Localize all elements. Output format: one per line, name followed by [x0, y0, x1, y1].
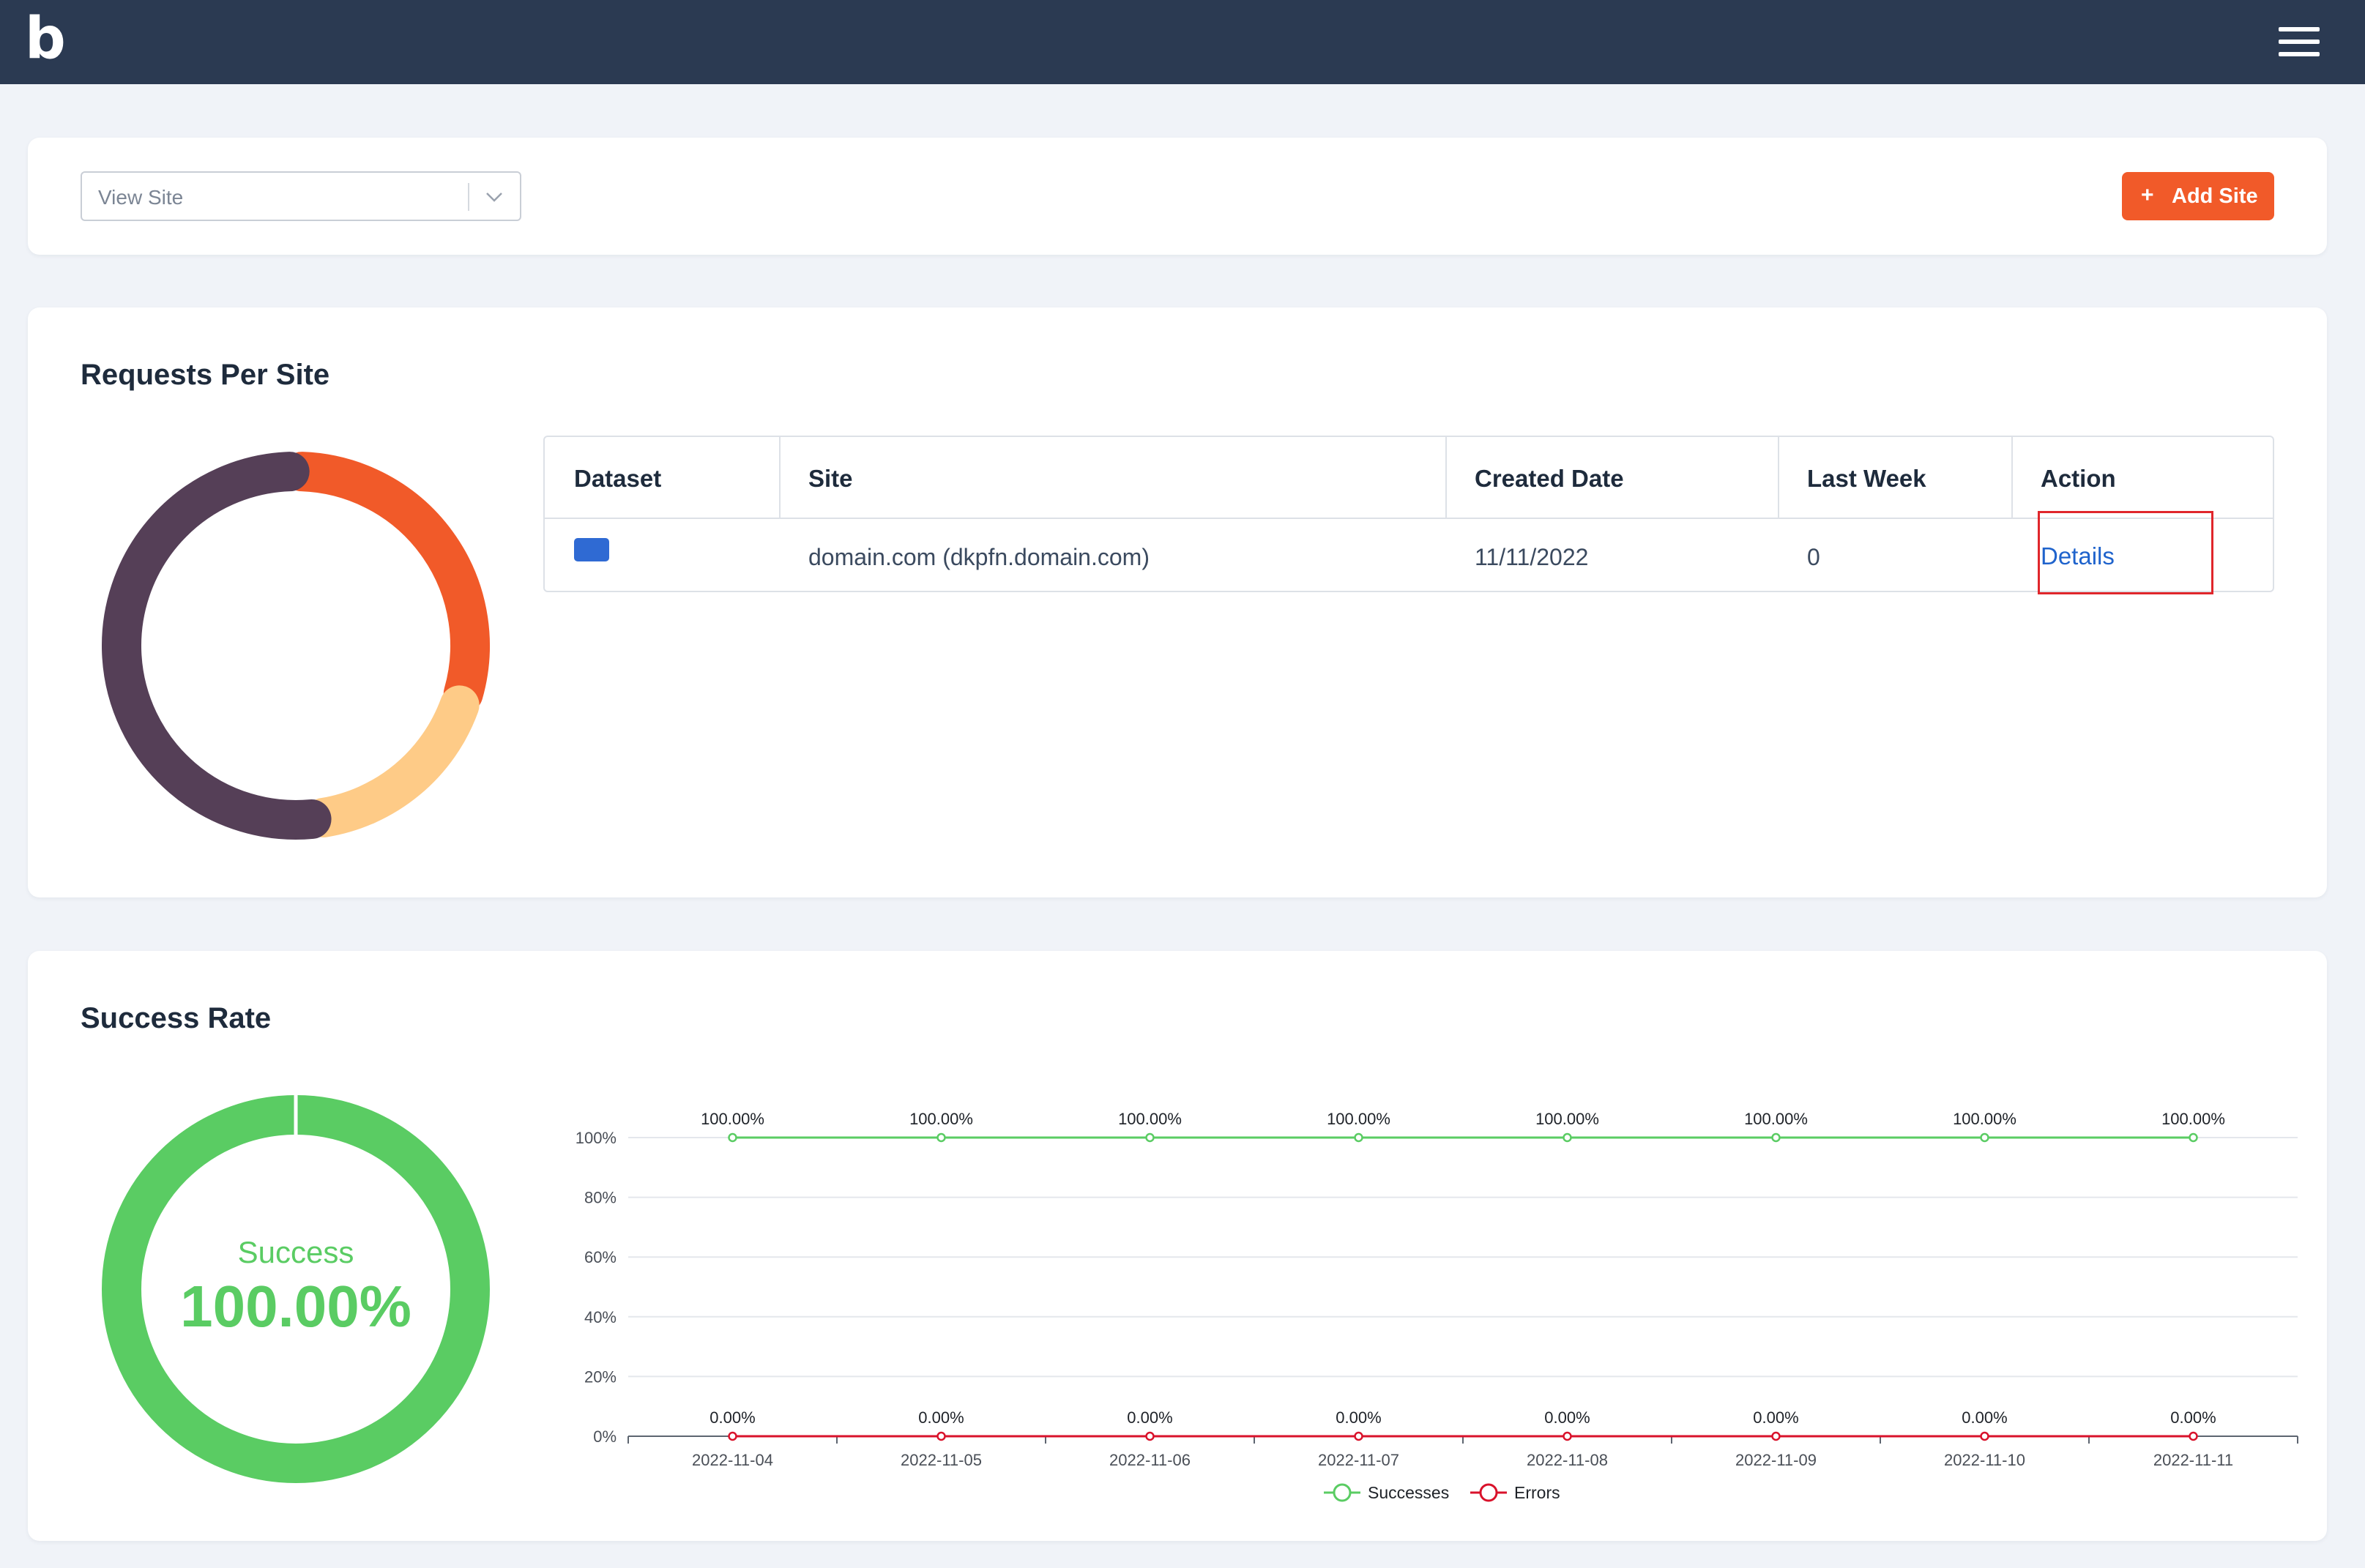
add-site-label: Add Site: [2172, 184, 2258, 208]
cell-last-week: 0: [1807, 544, 1820, 570]
requests-per-site-card: Requests Per Site Dataset Site Created D…: [28, 307, 2327, 897]
column-header-site: Site: [808, 465, 853, 492]
success-gauge-chart: [102, 1093, 490, 1483]
y-tick-label: 100%: [576, 1129, 617, 1147]
data-point[interactable]: [2189, 1132, 2198, 1143]
plus-icon: +: [2141, 183, 2154, 207]
donut-slice[interactable]: [304, 685, 480, 837]
details-link[interactable]: Details: [2041, 542, 2115, 570]
table-header: Dataset Site Created Date Last Week Acti…: [545, 437, 2273, 519]
data-label: 100.00%: [1535, 1110, 1599, 1128]
data-point[interactable]: [936, 1132, 946, 1143]
top-navbar: b: [0, 0, 2365, 84]
data-label: 100.00%: [1744, 1110, 1808, 1128]
site-toolbar-card: View Site + Add Site: [28, 138, 2327, 255]
success-error-line-chart: 0% 20% 40% 60% 80% 100% 2022-11-04 2022-11-05 20…: [576, 1110, 2298, 1502]
data-point[interactable]: [1563, 1132, 1572, 1143]
y-tick-label: 40%: [584, 1308, 617, 1326]
view-site-select[interactable]: View Site: [81, 171, 521, 221]
dataset-color-swatch: [574, 538, 609, 561]
y-tick-label: 20%: [584, 1367, 617, 1386]
data-point[interactable]: [1980, 1132, 1989, 1143]
data-label: 100.00%: [1953, 1110, 2016, 1128]
data-point[interactable]: [1145, 1132, 1155, 1143]
data-point[interactable]: [1980, 1431, 1989, 1441]
data-label: 0.00%: [1753, 1408, 1798, 1427]
data-point[interactable]: [1771, 1431, 1781, 1441]
data-label: 0.00%: [2170, 1408, 2216, 1427]
legend-marker: [1333, 1483, 1352, 1502]
data-label: 0.00%: [710, 1408, 755, 1427]
data-point[interactable]: [1771, 1132, 1781, 1143]
y-tick-label: 60%: [584, 1248, 617, 1266]
x-tick-label: 2022-11-07: [1318, 1451, 1399, 1469]
add-site-button[interactable]: + Add Site: [2122, 172, 2274, 220]
legend-marker: [1479, 1483, 1498, 1502]
view-site-placeholder: View Site: [98, 186, 184, 209]
x-tick-label: 2022-11-05: [901, 1451, 982, 1469]
details-highlight-box: [2038, 511, 2213, 594]
cell-site: domain.com (dkpfn.domain.com): [808, 544, 1150, 570]
data-label: 0.00%: [918, 1408, 964, 1427]
data-label: 100.00%: [1118, 1110, 1182, 1128]
data-point[interactable]: [728, 1132, 737, 1143]
data-point[interactable]: [728, 1431, 737, 1441]
legend-label[interactable]: Errors: [1514, 1483, 1560, 1502]
legend-label[interactable]: Successes: [1368, 1483, 1449, 1502]
column-header-dataset: Dataset: [574, 465, 662, 492]
data-point[interactable]: [1145, 1431, 1155, 1441]
x-tick-label: 2022-11-06: [1109, 1451, 1191, 1469]
data-label: 100.00%: [1327, 1110, 1390, 1128]
select-divider: [468, 183, 469, 211]
column-header-action: Action: [2041, 465, 2116, 492]
data-point[interactable]: [1563, 1431, 1572, 1441]
requests-donut-chart: [102, 452, 490, 840]
sites-table: Dataset Site Created Date Last Week Acti…: [543, 436, 2274, 592]
chevron-down-icon[interactable]: [482, 187, 507, 206]
data-label: 0.00%: [1127, 1408, 1172, 1427]
x-tick-label: 2022-11-08: [1527, 1451, 1608, 1469]
data-label: 0.00%: [1544, 1408, 1590, 1427]
x-tick-label: 2022-11-04: [692, 1451, 773, 1469]
gauge-label: Success: [237, 1235, 354, 1269]
x-tick-label: 2022-11-09: [1735, 1451, 1817, 1469]
x-tick-label: 2022-11-10: [1944, 1451, 2025, 1469]
donut-slice[interactable]: [282, 452, 490, 714]
y-tick-label: 80%: [584, 1189, 617, 1207]
data-label: 0.00%: [1336, 1408, 1381, 1427]
column-header-last-week: Last Week: [1807, 465, 1926, 492]
success-card-title: Success Rate: [81, 1002, 272, 1034]
requests-card-title: Requests Per Site: [81, 359, 330, 391]
column-divider: [2011, 437, 2013, 519]
column-divider: [1778, 437, 1779, 519]
data-point[interactable]: [936, 1431, 946, 1441]
column-header-created-date: Created Date: [1475, 465, 1624, 492]
cell-created-date: 11/11/2022: [1475, 544, 1589, 570]
brand-logo[interactable]: b: [25, 6, 66, 72]
data-label: 100.00%: [909, 1110, 973, 1128]
x-tick-label: 2022-11-11: [2153, 1451, 2233, 1469]
donut-slice[interactable]: [102, 452, 332, 840]
data-point[interactable]: [1354, 1132, 1363, 1143]
data-label: 0.00%: [1962, 1408, 2007, 1427]
column-divider: [779, 437, 781, 519]
hamburger-menu-icon[interactable]: [2279, 27, 2320, 56]
y-tick-label: 0%: [593, 1427, 617, 1446]
success-rate-card: Success Rate Success 100.00% 0% 20% 40% 60%…: [28, 951, 2327, 1541]
data-point[interactable]: [2189, 1431, 2198, 1441]
data-label: 100.00%: [2161, 1110, 2225, 1128]
data-label: 100.00%: [701, 1110, 764, 1128]
data-point[interactable]: [1354, 1431, 1363, 1441]
gauge-value: 100.00%: [180, 1274, 411, 1339]
column-divider: [1445, 437, 1447, 519]
